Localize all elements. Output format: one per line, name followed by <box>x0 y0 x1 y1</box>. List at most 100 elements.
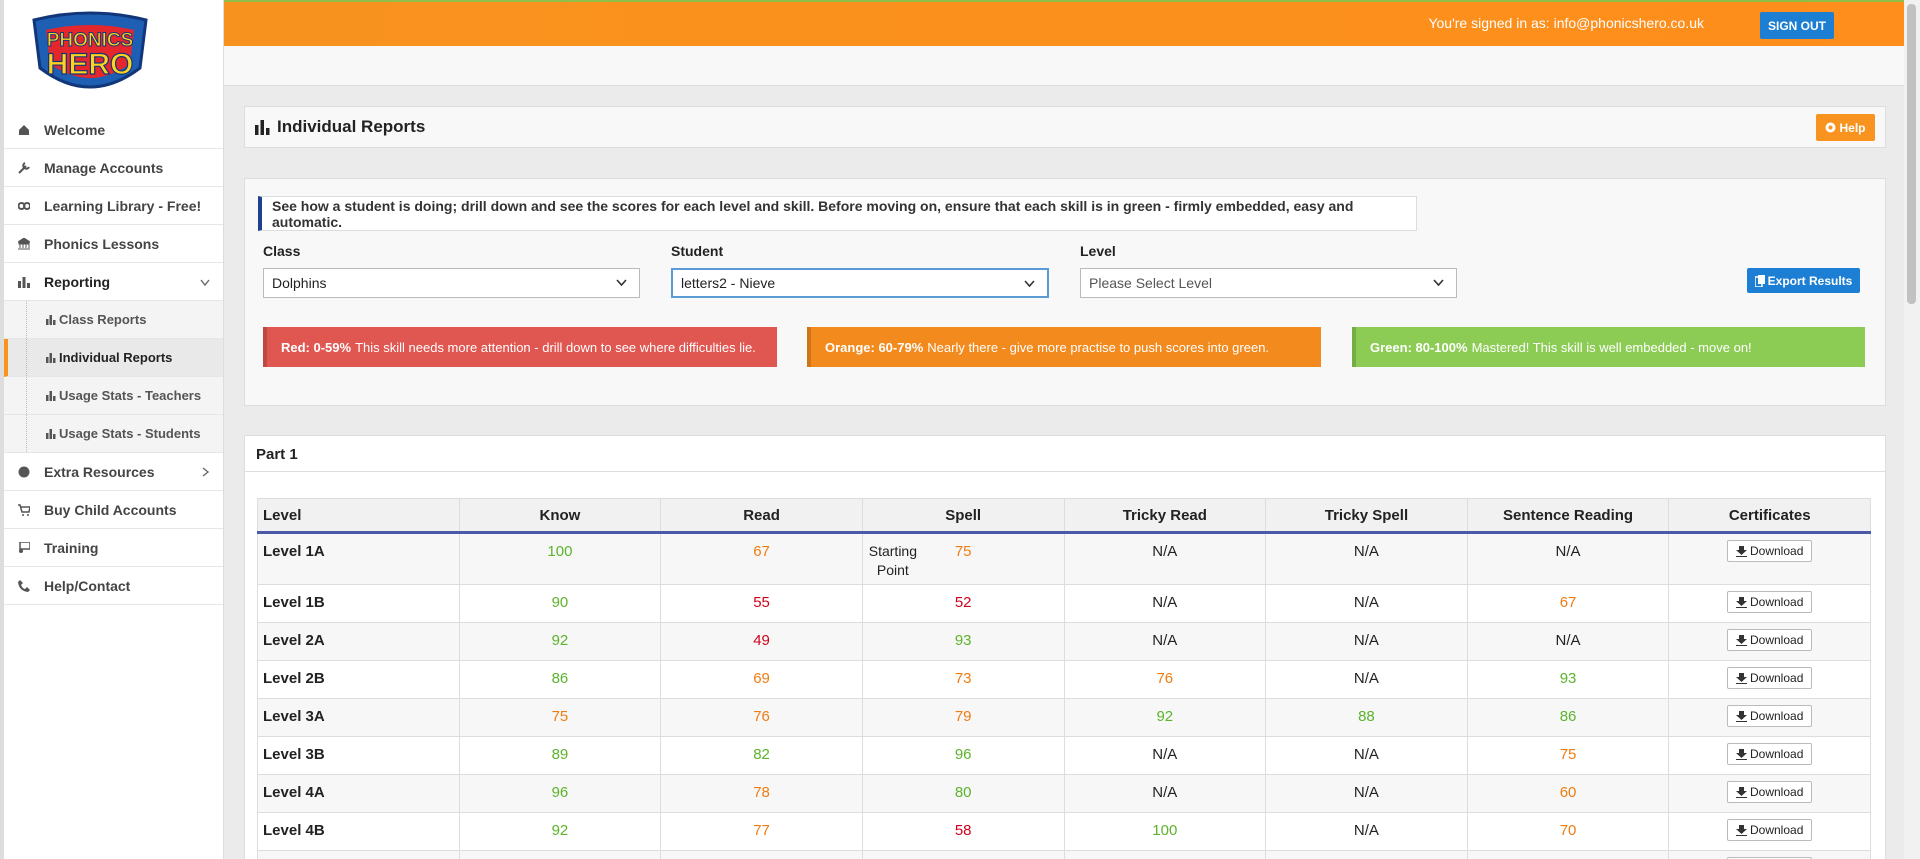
level-cell: Level 3A <box>257 698 460 737</box>
menu-item[interactable]: Training <box>4 529 223 567</box>
menu-item[interactable]: Reporting <box>4 263 223 301</box>
menu-item[interactable]: Help/Contact <box>4 567 223 605</box>
score: 79 <box>954 708 972 725</box>
score-cell: N/A <box>1063 774 1267 813</box>
score-cell: 92 <box>458 812 662 851</box>
legend-text: Nearly there - give more practise to pus… <box>927 339 1270 355</box>
column-header: Spell <box>861 498 1065 534</box>
download-button[interactable]: Download <box>1727 819 1813 841</box>
menu-item[interactable]: Phonics Lessons <box>4 225 223 263</box>
score-cell: 55 <box>660 584 863 623</box>
column-header: Know <box>458 498 662 534</box>
level-cell: Level 2B <box>257 660 460 699</box>
score-cell: 52 <box>861 584 1065 623</box>
score-cell: N/A <box>1063 622 1267 661</box>
submenu-item[interactable]: Class Reports <box>4 301 223 339</box>
legend-label: Green: 80-100% <box>1370 339 1468 355</box>
download-button[interactable]: Download <box>1727 743 1813 765</box>
icon <box>1736 748 1747 760</box>
submenu-item[interactable]: Usage Stats - Teachers <box>4 377 223 415</box>
score: 75 <box>1559 746 1577 763</box>
download-button[interactable]: Download <box>1727 705 1813 727</box>
score: N/A <box>1555 543 1581 560</box>
download-button[interactable]: Download <box>1727 629 1813 651</box>
score: 69 <box>753 670 770 687</box>
score-cell: 67 <box>1466 584 1670 623</box>
submenu-item[interactable]: Usage Stats - Students <box>4 415 223 453</box>
score: 96 <box>551 784 569 801</box>
legend-box: Red: 0-59% This skill needs more attentio… <box>263 327 777 367</box>
level-select[interactable]: Please Select Level <box>1080 268 1457 298</box>
score: 55 <box>753 594 770 611</box>
score: N/A <box>1152 543 1178 560</box>
score: 70 <box>1559 822 1577 839</box>
score-cell: 56 <box>1063 850 1267 859</box>
icon <box>1736 634 1747 646</box>
table-row: Level 1A 100 67 Starting Point 75 N/A N/A N/A Do… <box>257 532 1871 585</box>
table-row: Level 2A 92 49 93 N/A N/A N/A Download <box>257 622 1871 661</box>
score: 93 <box>954 632 972 649</box>
download-button[interactable]: Download <box>1727 781 1813 803</box>
menu-item[interactable]: Learning Library - Free! <box>4 187 223 225</box>
level-cell: Level 2A <box>257 622 460 661</box>
menu-item[interactable]: Buy Child Accounts <box>4 491 223 529</box>
help-button[interactable]: Help <box>1816 114 1875 141</box>
score-cell: N/A <box>1265 660 1468 699</box>
scrollbar-thumb[interactable] <box>1907 4 1916 304</box>
menu-item[interactable]: Welcome <box>4 111 223 149</box>
score: 92 <box>551 822 569 839</box>
score-cell: 75 <box>1466 736 1670 775</box>
table-row: Level 1B 90 55 52 N/A N/A 67 Download <box>257 584 1871 623</box>
download-button[interactable]: Download <box>1727 540 1813 562</box>
signed-in-text: You're signed in as: info@phonicshero.co… <box>1428 15 1704 31</box>
score: 88 <box>1358 708 1375 725</box>
cell-note: Starting Point <box>868 543 917 578</box>
icon <box>46 314 56 325</box>
submenu-item[interactable]: Individual Reports <box>4 339 223 377</box>
score: 77 <box>753 822 770 839</box>
menu-item[interactable]: Extra Resources <box>4 453 223 491</box>
score-cell: 75 <box>458 698 662 737</box>
icon <box>18 238 30 250</box>
score: N/A <box>1152 594 1178 611</box>
table-row: Level 4B 92 77 58 100 N/A 70 Download <box>257 812 1871 851</box>
score: 92 <box>1156 708 1174 725</box>
level-cell: Level 4A <box>257 774 460 813</box>
table-row: Level 3B 89 82 96 N/A N/A 75 Download <box>257 736 1871 775</box>
logo-text: HERO <box>47 48 134 81</box>
student-select[interactable]: letters2 - Nieve <box>671 268 1049 298</box>
select-value: Please Select Level <box>1089 275 1212 291</box>
score-cell: 70 <box>1466 812 1670 851</box>
sign-out-button[interactable]: SIGN OUT <box>1760 12 1834 39</box>
score-cell: 76 <box>660 698 863 737</box>
download-button[interactable]: Download <box>1727 591 1813 613</box>
class-select[interactable]: Dolphins <box>263 268 640 298</box>
column-header: Level <box>257 498 460 534</box>
table-row: Level 5A88829456N/A60 Download <box>257 850 1871 859</box>
score-cell: 88 <box>1265 698 1468 737</box>
score: 86 <box>1559 708 1577 725</box>
icon <box>18 202 30 210</box>
score-cell: 67 <box>660 532 863 585</box>
help-label: Help <box>1839 120 1866 135</box>
download-button[interactable]: Download <box>1727 857 1813 859</box>
menu-label: Training <box>44 539 99 556</box>
icon <box>1736 824 1747 836</box>
icon <box>1736 710 1747 722</box>
icon <box>255 120 270 135</box>
export-button[interactable]: Export Results <box>1747 268 1860 293</box>
certificate-cell: Download <box>1668 584 1871 623</box>
logo[interactable]: PHONICS HERO <box>26 10 154 100</box>
score-cell: 80 <box>861 774 1065 813</box>
menu-label: Reporting <box>44 273 111 290</box>
score-cell: 93 <box>861 622 1065 661</box>
menu-item[interactable]: Manage Accounts <box>4 149 223 187</box>
score-cell: 78 <box>660 774 863 813</box>
icon <box>202 467 210 477</box>
score-cell: 86 <box>458 660 662 699</box>
score: N/A <box>1353 543 1379 560</box>
certificate-cell: Download <box>1668 774 1871 813</box>
score-cell: 82 <box>660 850 863 859</box>
download-button[interactable]: Download <box>1727 667 1813 689</box>
icon <box>1736 596 1747 608</box>
